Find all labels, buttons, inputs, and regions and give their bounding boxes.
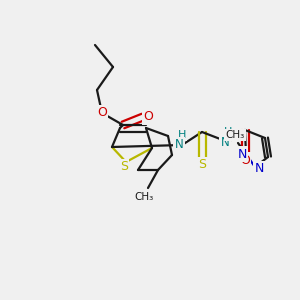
Text: CH₃: CH₃: [225, 130, 244, 140]
Text: H: H: [224, 127, 232, 137]
Text: S: S: [198, 158, 206, 172]
Text: N: N: [237, 148, 247, 160]
Text: N: N: [254, 163, 264, 176]
Text: CH₃: CH₃: [134, 192, 154, 202]
Text: O: O: [240, 154, 250, 166]
Text: H: H: [178, 130, 186, 140]
Text: S: S: [120, 160, 128, 173]
Text: N: N: [175, 139, 183, 152]
Text: O: O: [143, 110, 153, 124]
Text: N: N: [220, 136, 230, 148]
Text: O: O: [97, 106, 107, 119]
